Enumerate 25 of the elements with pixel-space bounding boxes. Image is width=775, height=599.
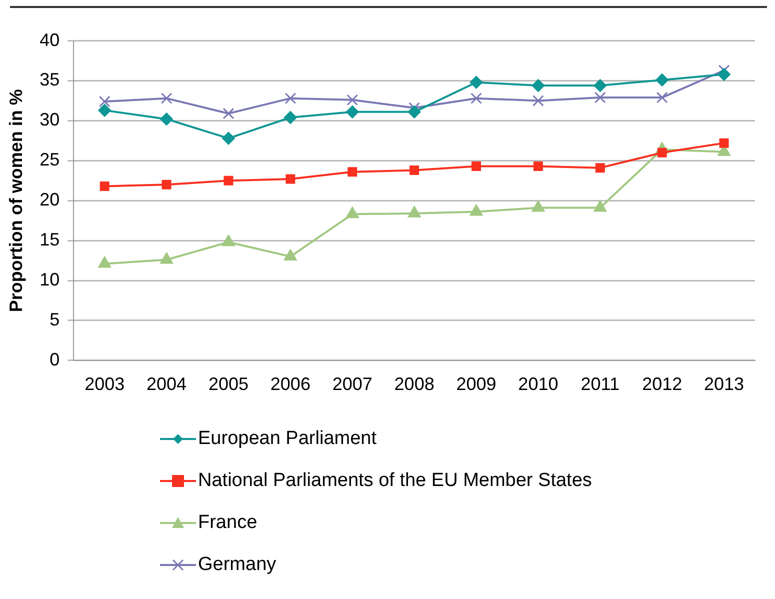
legend-label: European Parliament xyxy=(198,428,376,450)
legend-label: National Parliaments of the EU Member States xyxy=(198,470,592,492)
y-axis-title: Proportion of women in % xyxy=(6,89,26,312)
y-tick-label: 40 xyxy=(40,30,60,50)
x-tick-label: 2006 xyxy=(270,374,310,394)
y-tick-label: 20 xyxy=(40,190,60,210)
y-tick-label: 10 xyxy=(40,269,60,290)
legend-label: France xyxy=(198,512,258,534)
legend-label: Germany xyxy=(198,554,276,576)
y-tick-label: 5 xyxy=(50,309,60,330)
y-tick-label: 15 xyxy=(40,230,60,250)
x-tick-label: 2004 xyxy=(146,374,187,394)
y-tick-label: 0 xyxy=(50,349,60,370)
x-tick-label: 2003 xyxy=(84,374,125,394)
x-tick-label: 2008 xyxy=(394,374,434,394)
x-tick-label: 2009 xyxy=(456,374,496,394)
y-tick-label: 25 xyxy=(40,150,60,170)
x-tick-label: 2011 xyxy=(580,374,620,394)
y-tick-label: 35 xyxy=(40,70,60,90)
x-tick-label: 2010 xyxy=(518,374,558,394)
x-tick-label: 2007 xyxy=(332,374,372,394)
x-tick-label: 2012 xyxy=(642,374,682,394)
y-tick-label: 30 xyxy=(40,110,60,130)
x-tick-label: 2005 xyxy=(208,374,249,394)
x-tick-label: 2013 xyxy=(704,374,744,394)
